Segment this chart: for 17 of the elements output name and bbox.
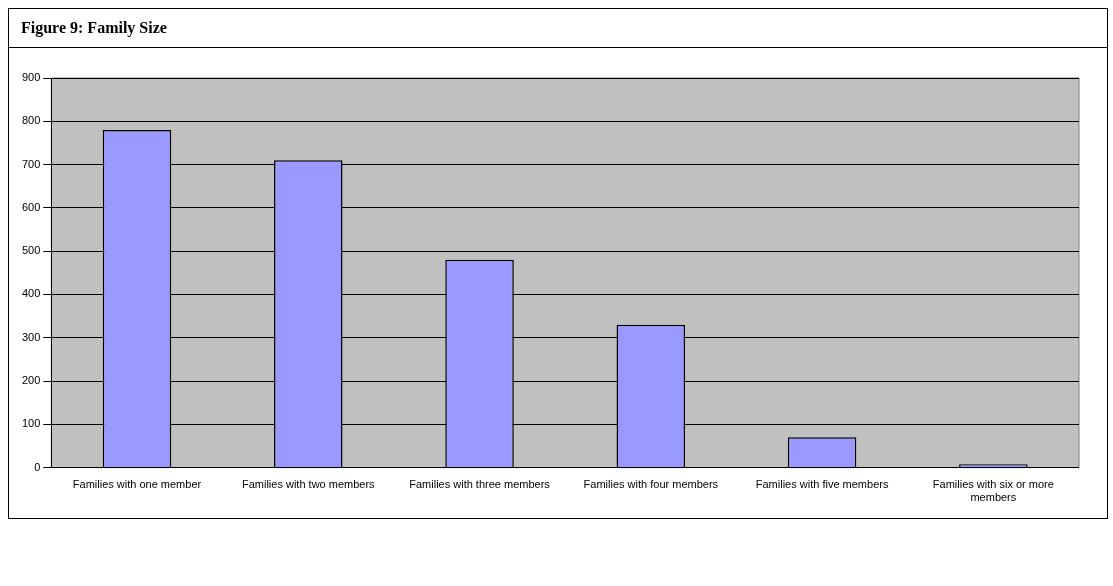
x-tick-label: Families with one member — [72, 478, 202, 491]
y-tick-label: 0 — [34, 460, 41, 473]
x-tick-label: Families with two members — [241, 478, 376, 491]
y-tick-label: 800 — [21, 114, 41, 127]
x-tick-label: Families with three members — [409, 478, 551, 491]
x-tick-label: Families with five members — [755, 478, 889, 491]
y-tick-label: 200 — [21, 374, 41, 387]
x-tick-label: Families with six or more members — [932, 478, 1054, 504]
chart-title: Figure 9: Family Size — [8, 8, 1108, 48]
y-tick-label: 700 — [21, 157, 41, 170]
y-tick-label: 400 — [21, 287, 41, 300]
y-tick-label: 900 — [21, 71, 41, 84]
y-tick-label: 500 — [21, 244, 41, 257]
x-tick-label: Families with four members — [583, 478, 719, 491]
y-tick-label: 600 — [21, 200, 41, 213]
y-tick-label: 300 — [21, 330, 41, 343]
y-tick-label: 100 — [21, 417, 41, 430]
